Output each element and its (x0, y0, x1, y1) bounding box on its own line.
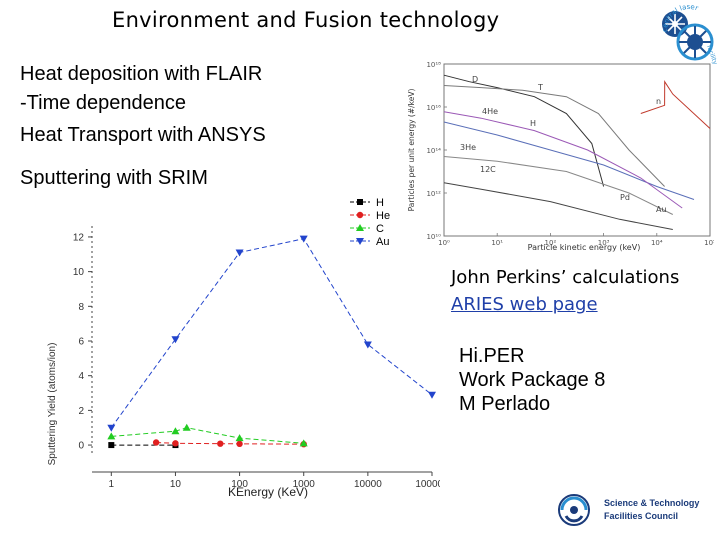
sputter-y-tick-label: 4 (78, 371, 84, 382)
sputter-x-tick-label: 100000 (415, 479, 440, 490)
sputter-legend-label: Au (376, 236, 389, 248)
sputter-y-tick-label: 6 (78, 337, 84, 348)
sputter-y-label: Sputtering Yield (atoms/ion) (47, 343, 58, 466)
sputter-legend-label: He (376, 210, 390, 222)
flux-y-tick-label: 10¹⁴ (426, 147, 441, 155)
sputter-series-line (110, 238, 433, 428)
sputter-data-point (235, 434, 244, 442)
sputter-data-point (108, 442, 115, 449)
sputter-series-line (111, 427, 304, 444)
sputter-data-point (217, 440, 224, 447)
flux-annotation: 12C (480, 165, 496, 174)
sputter-y-tick-label: 12 (73, 232, 85, 243)
flux-annotation: 3He (460, 143, 476, 152)
flux-series-line (443, 156, 674, 215)
flux-annotation: D (472, 75, 478, 84)
bullet-sputtering: Sputtering with SRIM (20, 167, 208, 189)
flux-series-line (443, 111, 683, 209)
stfc-logo-text2: Facilities Council (604, 511, 679, 521)
flux-series-line (443, 74, 605, 187)
flux-x-tick-label: 10² (545, 239, 557, 247)
sputter-legend-marker (356, 238, 364, 245)
bullet-heat-deposition: Heat deposition with FLAIR (20, 63, 263, 85)
flux-x-tick-label: 10⁵ (704, 239, 714, 247)
sputter-data-point (171, 336, 180, 344)
flux-annotation: H (530, 119, 536, 128)
flux-annotation: Au (656, 205, 667, 214)
clf-logo: central laser facility (655, 2, 719, 66)
flux-chart: 10⁰ 10¹ 10² 10³ 10⁴ 10⁵ 10¹⁸ 10¹⁶ 10¹⁴ 10¹² 10¹⁰ D… (407, 61, 714, 252)
flux-series-line (443, 121, 695, 200)
flux-annotation: Pd (620, 193, 630, 202)
sputter-data-point (428, 391, 436, 399)
sputter-data-point (152, 439, 160, 446)
sputter-x-tick-label: 100 (231, 479, 248, 490)
sputter-legend-marker (356, 211, 364, 219)
flux-series-line (443, 85, 665, 187)
sputter-data-point (299, 235, 308, 243)
sputter-y-tick-label: 8 (78, 302, 84, 313)
flux-x-tick-label: 10⁰ (438, 239, 450, 247)
flux-series-line (443, 182, 673, 230)
flux-x-tick-label: 10³ (598, 239, 610, 247)
sputter-y-tick-label: 0 (78, 441, 84, 452)
bullet-time-dependence: -Time dependence (20, 92, 187, 114)
flux-y-tick-label: 10¹⁶ (426, 104, 441, 112)
sputter-x-tick-label: 10000 (354, 479, 382, 490)
stfc-logo-text1: Science & Technology (604, 498, 700, 508)
sputter-data-point (299, 439, 308, 447)
sputter-legend-marker (356, 224, 364, 231)
sputter-legend-marker (357, 199, 363, 205)
flux-y-tick-label: 10¹² (426, 190, 441, 198)
hiper-block: Hi.PER Work Package 8 M Perlado (459, 345, 606, 415)
flux-annotation: n (656, 97, 661, 106)
sputter-data-point (107, 424, 116, 432)
flux-annotation: 4He (482, 107, 498, 116)
sputter-data-point (182, 423, 191, 431)
sputter-chart: 0 2 4 6 8 10 12 1 10 100 1000 10000 100000 KEnergy (… (47, 192, 440, 499)
aries-link[interactable]: ARIES web page (451, 294, 598, 315)
sputter-x-tick-label: 1000 (293, 479, 316, 490)
sputter-data-point (171, 427, 180, 435)
sputter-x-tick-label: 10 (170, 479, 182, 490)
flux-annotation: T (537, 83, 543, 92)
sputter-data-point (172, 440, 179, 447)
perkins-caption: John Perkins’ calculations (451, 267, 680, 288)
flux-y-tick-label: 10¹⁰ (426, 233, 441, 241)
stfc-logo: Science & Technology Facilities Council (552, 492, 717, 528)
sputter-legend-label: C (376, 223, 384, 235)
flux-y-label: Particles per unit energy (#/keV) (407, 89, 416, 212)
sputter-data-point (236, 440, 243, 448)
flux-x-label: Particle kinetic energy (keV) (528, 243, 641, 252)
sputter-y-tick-label: 10 (73, 267, 85, 278)
flux-x-tick-label: 10⁴ (651, 239, 663, 247)
flux-x-tick-label: 10¹ (491, 239, 503, 247)
slide-title: Environment and Fusion technology (112, 8, 500, 32)
sputter-data-point (107, 432, 116, 440)
flux-y-tick-label: 10¹⁸ (426, 61, 441, 69)
sputter-data-point (235, 249, 244, 257)
sputter-data-point (363, 341, 372, 349)
sputter-y-tick-label: 2 (78, 406, 84, 417)
flux-series-line (640, 80, 711, 129)
sputter-x-label: KEnergy (KeV) (228, 485, 308, 499)
sputter-x-tick-label: 1 (109, 479, 115, 490)
bullet-heat-transport: Heat Transport with ANSYS (20, 124, 266, 146)
sputter-legend-label: H (376, 197, 384, 209)
